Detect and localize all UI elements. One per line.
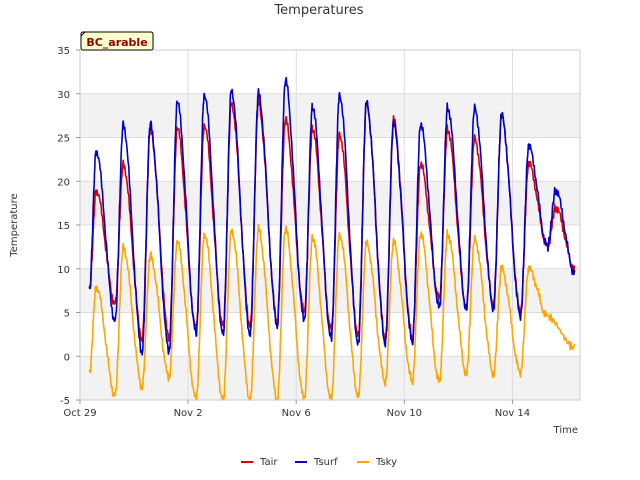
x-axis-title: Time bbox=[553, 425, 578, 436]
y-tick-label: 35 bbox=[57, 46, 70, 57]
y-axis-title: Temperature bbox=[9, 193, 20, 257]
plot-band bbox=[80, 50, 580, 94]
plot-band bbox=[80, 356, 580, 400]
legend: Tair Tsurf Tsky bbox=[241, 457, 397, 468]
y-tick-label: -5 bbox=[60, 396, 70, 407]
y-tick-label: 20 bbox=[57, 177, 70, 188]
x-tick-label: Oct 29 bbox=[63, 408, 96, 419]
plot-band bbox=[80, 93, 580, 138]
y-tick-label: 0 bbox=[64, 352, 70, 363]
legend-label-tair: Tair bbox=[259, 457, 278, 468]
y-tick-label: 5 bbox=[64, 309, 70, 320]
plot-band bbox=[80, 225, 580, 269]
y-tick-label: 30 bbox=[57, 90, 70, 101]
x-tick-label: Nov 2 bbox=[174, 408, 203, 419]
axes: -5 0 5 10 15 20 25 30 35 Oct 29 Nov 2 Nov 6 Nov 10 No… bbox=[57, 46, 581, 419]
legend-label-tsky: Tsky bbox=[375, 457, 397, 468]
series-line-tsky bbox=[88, 223, 576, 401]
plot-band bbox=[80, 137, 580, 182]
x-tick-label: Nov 14 bbox=[495, 408, 530, 419]
chart-title: Temperatures bbox=[273, 3, 363, 18]
series-lines bbox=[88, 76, 576, 401]
y-tick-label: 15 bbox=[57, 221, 70, 232]
x-tick-label: Nov 10 bbox=[387, 408, 422, 419]
station-badge-label: BC_arable bbox=[86, 36, 147, 49]
y-tick-label: 25 bbox=[57, 134, 70, 145]
x-tick-label: Nov 6 bbox=[282, 408, 311, 419]
legend-label-tsurf: Tsurf bbox=[313, 457, 338, 468]
station-badge-box bbox=[80, 31, 154, 51]
station-badge-tab bbox=[80, 31, 86, 37]
y-tick-label: 10 bbox=[57, 265, 70, 276]
series-line-tsurf bbox=[88, 76, 576, 356]
plot-band bbox=[80, 181, 580, 225]
station-badge: BC_arable bbox=[80, 31, 154, 51]
